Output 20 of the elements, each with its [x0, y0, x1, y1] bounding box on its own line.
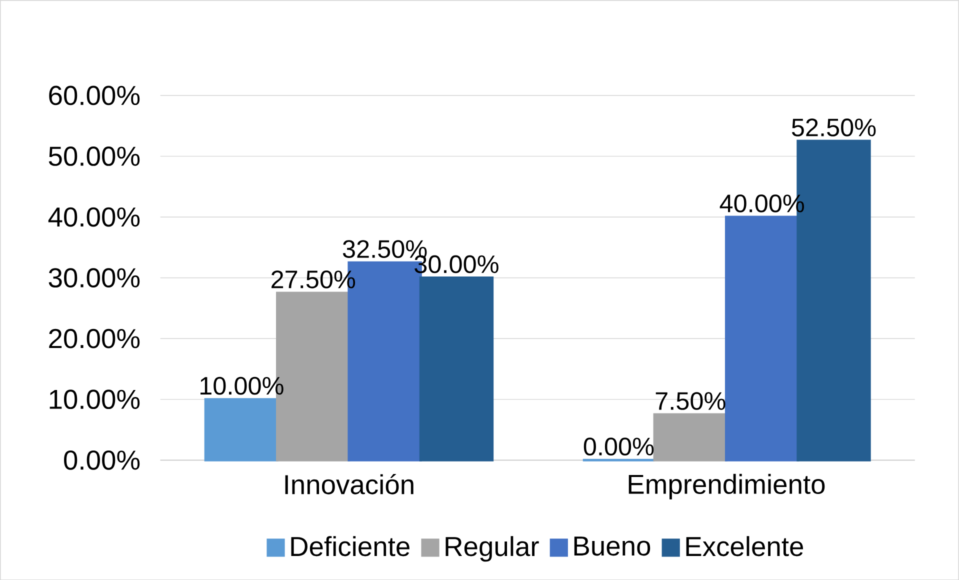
legend-label: Bueno — [574, 536, 650, 556]
bar — [204, 398, 279, 462]
legend-label: Regular — [446, 536, 539, 562]
legend-label: Deficiente — [291, 536, 410, 556]
data-label: 52.50% — [792, 118, 876, 136]
bar — [724, 216, 800, 462]
bar — [419, 276, 494, 462]
legend-label: Excelente — [686, 536, 804, 556]
x-tick-label: Emprendimiento — [628, 474, 825, 500]
data-label: 0.00% — [584, 437, 654, 456]
y-tick-label: 50.00% — [48, 146, 140, 166]
y-tick-label: 10.00% — [50, 390, 140, 409]
y-tick-label: 60.00% — [49, 86, 140, 105]
data-label: 10.00% — [200, 376, 284, 395]
y-tick-label: 30.00% — [48, 268, 140, 288]
bar — [653, 413, 728, 462]
y-tick-label: 20.00% — [49, 328, 140, 348]
x-tick-label: Innovación — [285, 474, 414, 494]
y-tick-label: 40.00% — [48, 207, 140, 227]
y-tick-label: 0.00% — [64, 450, 140, 470]
